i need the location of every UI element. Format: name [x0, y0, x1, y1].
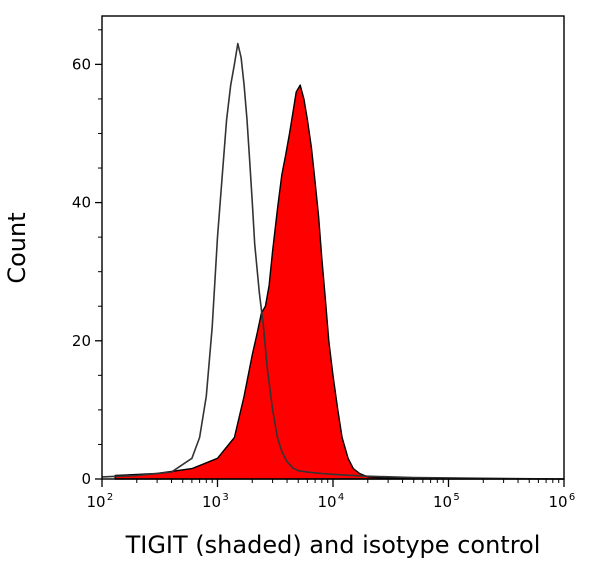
y-tick-label: 60 — [72, 55, 91, 73]
x-tick-label: 10 — [433, 493, 452, 511]
series-layer — [101, 42, 565, 480]
x-tick-exponent: 4 — [338, 492, 344, 503]
series-isotype-control-line — [101, 42, 565, 480]
y-tick-label: 40 — [72, 194, 91, 212]
x-tick-exponent: 3 — [222, 492, 228, 503]
x-tick-label: 10 — [317, 493, 336, 511]
x-tick-label: 10 — [548, 493, 567, 511]
x-tick-label: 10 — [202, 493, 221, 511]
series-tigit-shaded-area — [114, 84, 565, 480]
x-tick-exponent: 2 — [107, 492, 113, 503]
x-axis: 10 2 10 3 10 4 10 5 10 6 — [86, 479, 575, 511]
y-axis-title: Count — [3, 212, 31, 283]
x-axis-title: TIGIT (shaded) and isotype control — [125, 531, 541, 559]
x-tick-exponent: 6 — [569, 492, 575, 503]
x-tick-exponent: 5 — [453, 492, 459, 503]
y-tick-label: 20 — [72, 332, 91, 350]
y-axis: 0 20 40 60 — [72, 29, 102, 488]
x-tick-label: 10 — [86, 493, 105, 511]
y-tick-label: 0 — [81, 470, 91, 488]
